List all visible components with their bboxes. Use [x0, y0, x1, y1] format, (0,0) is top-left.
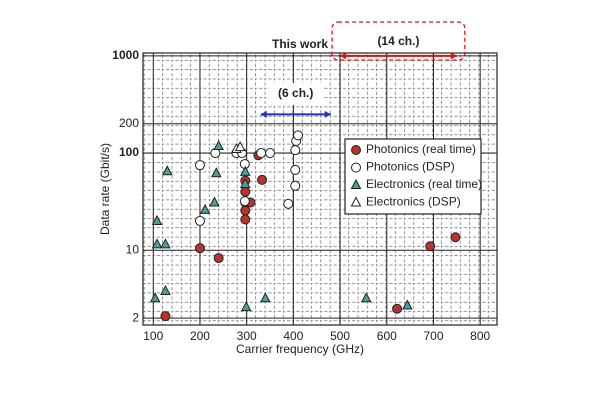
arrow-head — [260, 110, 267, 118]
point — [151, 214, 163, 225]
x-tick-label: 700 — [423, 329, 443, 343]
point — [260, 292, 271, 303]
legend-marker — [351, 162, 361, 173]
point — [239, 177, 251, 189]
legend-marker — [351, 145, 361, 155]
point — [239, 196, 250, 207]
annotation-box — [268, 83, 323, 105]
x-tick-label: 400 — [283, 329, 303, 343]
x-tick-label: 100 — [143, 329, 163, 343]
point — [149, 292, 161, 303]
annotation-box — [331, 21, 466, 61]
legend-label: Electronics (DSP) — [366, 195, 461, 209]
point — [239, 165, 251, 176]
point — [209, 196, 220, 207]
y-tick-label: 10 — [126, 242, 140, 256]
point — [265, 148, 276, 159]
point — [234, 141, 246, 152]
arrow-head — [324, 110, 331, 118]
point — [199, 203, 211, 214]
point — [256, 148, 267, 159]
point — [240, 205, 251, 216]
x-tick-label: 300 — [237, 329, 257, 343]
point — [240, 214, 251, 225]
y-tick-label: 100 — [119, 145, 139, 159]
point — [257, 174, 268, 185]
legend-box — [344, 138, 482, 215]
point — [392, 303, 403, 314]
point — [213, 253, 224, 264]
point — [194, 243, 205, 254]
point — [360, 292, 372, 303]
annotation: This work — [272, 37, 328, 51]
point — [290, 164, 301, 175]
point — [194, 215, 205, 226]
point — [210, 167, 222, 178]
y-tick-label: 200 — [119, 116, 139, 130]
y-tick-label: 2 — [132, 310, 139, 324]
x-tick-label: 800 — [470, 329, 490, 343]
x-tick-label: 200 — [190, 329, 210, 343]
point — [240, 300, 252, 312]
arrow-head — [340, 52, 347, 60]
annotation: (6 ch.) — [278, 86, 313, 100]
point — [213, 139, 224, 151]
point — [161, 165, 173, 176]
point — [151, 238, 163, 249]
point — [290, 180, 301, 191]
point — [402, 299, 413, 310]
x-axis-label: Carrier frequency (GHz) — [236, 342, 364, 356]
arrow-head — [450, 52, 457, 60]
point — [240, 186, 251, 197]
x-tick-label: 600 — [377, 329, 397, 343]
point — [160, 238, 171, 249]
point — [425, 241, 436, 252]
point — [293, 130, 304, 141]
point — [283, 198, 294, 209]
annotation: (14 ch.) — [377, 34, 419, 48]
legend-label: Electronics (real time) — [366, 177, 482, 191]
legend-marker — [350, 196, 362, 207]
point — [290, 145, 301, 156]
x-tick-label: 500 — [330, 329, 350, 343]
legend-marker — [350, 178, 362, 189]
point — [160, 284, 171, 296]
point — [450, 232, 461, 243]
point — [160, 311, 171, 322]
y-axis-label: Data rate (Gbit/s) — [98, 143, 112, 235]
y-tick-label: 1000 — [112, 48, 139, 62]
legend-label: Photonics (real time) — [366, 142, 476, 156]
legend-label: Photonics (DSP) — [366, 160, 455, 174]
point — [194, 160, 205, 171]
